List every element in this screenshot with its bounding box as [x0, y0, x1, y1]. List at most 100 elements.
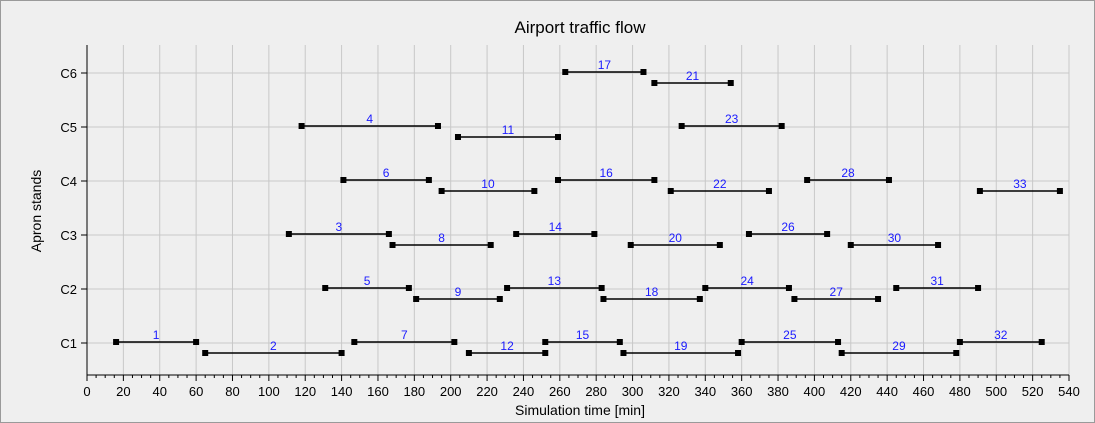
flight-bar-14: 14 [513, 220, 598, 237]
x-tick-label: 200 [440, 384, 462, 399]
x-axis-label: Simulation time [min] [515, 402, 645, 418]
flight-bar-21: 21 [651, 69, 734, 86]
flight-end-marker [735, 350, 742, 356]
flight-start-marker [113, 339, 120, 345]
flight-label: 17 [598, 58, 612, 72]
x-tick-label: 100 [258, 384, 280, 399]
flight-bars: 1271215192529325913182427313814202630610… [113, 58, 1063, 356]
flight-label: 16 [600, 166, 614, 180]
flight-label: 10 [481, 177, 495, 191]
x-tick-label: 400 [804, 384, 826, 399]
flight-end-marker [1056, 188, 1063, 194]
x-tick-label: 180 [403, 384, 425, 399]
chart-title: Airport traffic flow [514, 18, 646, 37]
x-tick-label: 300 [622, 384, 644, 399]
flight-bar-9: 9 [413, 285, 503, 302]
flight-end-marker [835, 339, 842, 345]
flight-bar-5: 5 [322, 274, 412, 291]
flight-start-marker [976, 188, 983, 194]
flight-start-marker [504, 285, 511, 291]
y-tick-label: C2 [60, 282, 77, 297]
x-tick-label: 540 [1058, 384, 1080, 399]
x-tick-label: 240 [513, 384, 535, 399]
flight-label: 19 [674, 339, 688, 353]
flight-label: 32 [994, 328, 1008, 342]
flight-label: 23 [725, 112, 739, 126]
flight-end-marker [640, 69, 647, 75]
flight-end-marker [1038, 339, 1045, 345]
x-tick-label: 320 [658, 384, 680, 399]
flight-bar-24: 24 [702, 274, 792, 291]
flight-label: 14 [549, 220, 563, 234]
y-tick-label: C1 [60, 336, 77, 351]
flight-label: 29 [892, 339, 906, 353]
flight-bar-3: 3 [285, 220, 392, 237]
flight-label: 13 [548, 274, 562, 288]
flight-bar-10: 10 [438, 177, 538, 194]
x-tick-label: 340 [694, 384, 716, 399]
flight-end-marker [785, 285, 792, 291]
y-tick-label: C5 [60, 120, 77, 135]
flight-start-marker [562, 69, 569, 75]
y-tick-label: C4 [60, 174, 77, 189]
flight-end-marker [487, 242, 494, 248]
flight-bar-4: 4 [298, 112, 441, 129]
flight-bar-20: 20 [627, 231, 723, 248]
flight-start-marker [678, 123, 685, 129]
flight-end-marker [496, 296, 503, 302]
x-tick-label: 80 [225, 384, 239, 399]
flight-label: 21 [686, 69, 700, 83]
flight-end-marker [591, 231, 598, 237]
x-tick-label: 160 [367, 384, 389, 399]
flight-start-marker [600, 296, 607, 302]
flight-bar-19: 19 [620, 339, 742, 356]
x-tick-label: 380 [767, 384, 789, 399]
flight-bar-27: 27 [791, 285, 882, 302]
flight-bar-6: 6 [340, 166, 432, 183]
y-tick-label: C3 [60, 228, 77, 243]
flight-bar-22: 22 [667, 177, 772, 194]
flight-label: 3 [336, 220, 343, 234]
flight-end-marker [531, 188, 538, 194]
flight-end-marker [405, 285, 412, 291]
flight-label: 25 [783, 328, 797, 342]
flight-start-marker [340, 177, 347, 183]
flight-end-marker [778, 123, 785, 129]
flight-start-marker [620, 350, 627, 356]
flight-bar-8: 8 [389, 231, 494, 248]
flight-start-marker [804, 177, 811, 183]
flight-start-marker [702, 285, 709, 291]
flight-bar-31: 31 [893, 274, 982, 291]
flight-bar-13: 13 [504, 274, 605, 291]
flight-label: 22 [713, 177, 727, 191]
x-tick-label: 60 [189, 384, 203, 399]
flight-label: 20 [669, 231, 683, 245]
grid-layer [86, 45, 1070, 375]
flight-start-marker [627, 242, 634, 248]
flight-start-marker [956, 339, 963, 345]
x-tick-label: 440 [876, 384, 898, 399]
flight-bar-17: 17 [562, 58, 647, 75]
flight-label: 8 [438, 231, 445, 245]
flight-end-marker [935, 242, 942, 248]
flight-end-marker [953, 350, 960, 356]
flight-label: 11 [502, 123, 515, 137]
flight-label: 24 [740, 274, 754, 288]
flight-bar-32: 32 [956, 328, 1045, 345]
flight-start-marker [285, 231, 292, 237]
flight-end-marker [875, 296, 882, 302]
flight-end-marker [554, 134, 561, 140]
flight-bar-7: 7 [351, 328, 458, 345]
flight-bar-18: 18 [600, 285, 703, 302]
flight-label: 5 [364, 274, 371, 288]
flight-end-marker [696, 296, 703, 302]
x-tick-label: 460 [913, 384, 935, 399]
y-tick-label: C6 [60, 66, 77, 81]
flight-label: 26 [781, 220, 795, 234]
flight-start-marker [745, 231, 752, 237]
flight-label: 18 [645, 285, 659, 299]
flight-start-marker [791, 296, 798, 302]
flight-bar-26: 26 [745, 220, 831, 237]
flight-start-marker [651, 80, 658, 86]
flight-start-marker [513, 231, 520, 237]
